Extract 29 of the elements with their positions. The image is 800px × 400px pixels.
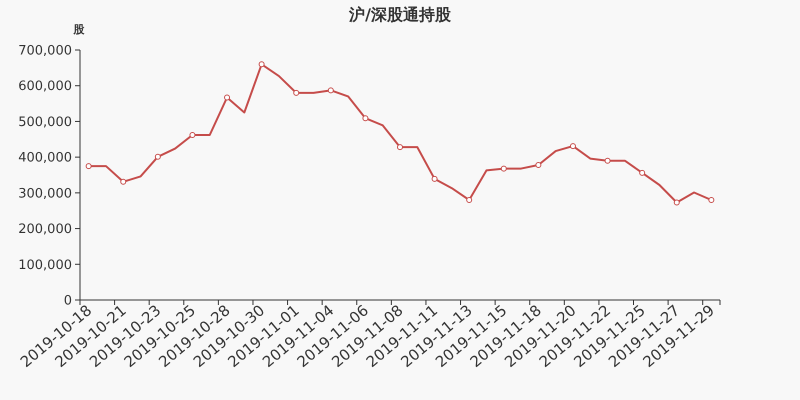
point (397, 144, 403, 150)
y-tick-label: 400,000 (18, 150, 72, 166)
point (328, 87, 334, 94)
point (293, 90, 300, 96)
point (432, 176, 438, 182)
point (86, 163, 92, 170)
chart-title: 沪/深股通持股 (348, 5, 452, 24)
point (639, 170, 646, 176)
y-tick-label: 300,000 (18, 186, 72, 202)
point (708, 197, 714, 203)
y-tick-label: 200,000 (18, 222, 72, 238)
point (224, 94, 230, 100)
point (604, 158, 611, 164)
point (362, 115, 368, 122)
y-tick-label: 700,000 (18, 44, 72, 58)
y-tick-label: 600,000 (18, 79, 72, 94)
point (154, 154, 161, 160)
y-axis-title: 股 (72, 23, 86, 36)
point (466, 197, 472, 203)
point (570, 143, 576, 150)
y-tick-label: 0 (64, 294, 72, 308)
point (120, 178, 126, 185)
point (674, 200, 680, 206)
point (500, 166, 507, 172)
y-tick-label: 100,000 (18, 258, 72, 273)
point (189, 132, 196, 138)
y-tick-label: 500,000 (18, 114, 72, 130)
point (258, 61, 265, 68)
point (535, 162, 542, 168)
